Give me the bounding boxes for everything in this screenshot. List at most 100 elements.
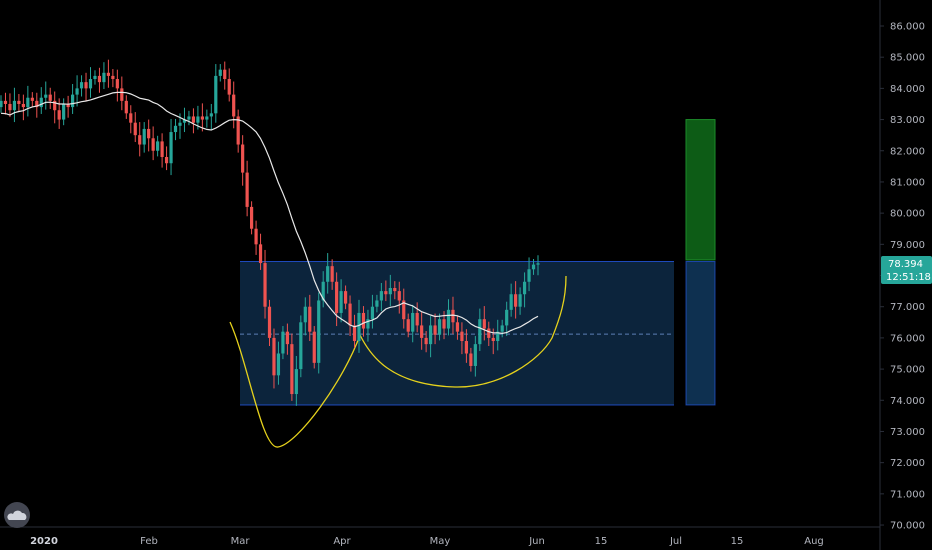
candle-body xyxy=(505,309,509,326)
candle-body xyxy=(343,291,348,304)
candle-body xyxy=(232,94,236,117)
candle-body xyxy=(509,294,513,310)
candle-body xyxy=(236,116,240,145)
x-tick-label: Mar xyxy=(231,536,251,547)
y-tick-label: 83.000 xyxy=(890,115,925,126)
candle-body xyxy=(115,79,119,89)
candle-body xyxy=(366,319,370,329)
candle-body xyxy=(84,82,88,89)
candle-body xyxy=(455,322,460,332)
candle-body xyxy=(173,125,178,133)
candle-body xyxy=(397,291,401,301)
candle-body xyxy=(522,281,527,295)
y-axis-ticks: 86.000 85.000 84.000 83.000 82.000 81.000 80.0… xyxy=(880,22,925,532)
candle-body xyxy=(384,291,388,295)
candle-body xyxy=(187,116,191,120)
candle-body xyxy=(62,103,66,120)
y-tick-label: 81.000 xyxy=(890,177,925,188)
candle-body xyxy=(491,337,495,342)
candle-body xyxy=(205,116,209,120)
candle-body xyxy=(71,94,75,108)
candle-body xyxy=(415,312,419,326)
cup-pattern-layer xyxy=(229,275,567,448)
candle-body xyxy=(420,325,424,338)
x-tick-label: Jul xyxy=(669,536,682,547)
candle-body xyxy=(88,79,93,89)
x-tick-label: Feb xyxy=(140,536,158,547)
candle-body xyxy=(147,128,151,139)
y-tick-label: 80.000 xyxy=(890,209,925,220)
candle-body xyxy=(357,312,361,342)
candle-body xyxy=(30,97,34,101)
candle-body xyxy=(26,97,30,108)
candle-body xyxy=(106,72,110,76)
last-price-tag: 78.394 12:51:18 xyxy=(881,256,932,284)
candle-body xyxy=(388,287,392,295)
target-profit-bar[interactable] xyxy=(685,119,716,261)
candle-body xyxy=(361,312,366,329)
candle-body xyxy=(227,79,231,95)
candle-body xyxy=(482,319,486,329)
candle-body xyxy=(451,309,455,323)
candle-body xyxy=(514,294,518,307)
candle-body xyxy=(102,72,106,83)
y-tick-label: 79.000 xyxy=(890,240,925,251)
candle-body xyxy=(138,135,142,145)
candle-body xyxy=(411,312,415,332)
candle-body xyxy=(254,228,258,245)
y-tick-label: 77.000 xyxy=(890,302,925,313)
candle-body xyxy=(285,331,289,345)
candle-body xyxy=(8,103,12,111)
candle-body xyxy=(53,100,57,111)
candle-body xyxy=(75,88,79,95)
y-tick-label: 85.000 xyxy=(890,53,925,64)
candle-body xyxy=(129,113,133,123)
candle-body xyxy=(500,325,504,332)
candle-body xyxy=(303,306,307,323)
candle-body xyxy=(473,344,477,366)
candle-body xyxy=(464,341,468,354)
y-tick-label: 73.000 xyxy=(890,427,925,438)
tradingview-logo[interactable] xyxy=(4,502,30,528)
candle-body xyxy=(21,103,25,108)
candle-body xyxy=(57,110,61,120)
candle-body xyxy=(218,69,222,76)
candle-body xyxy=(142,128,146,145)
candle-body xyxy=(536,263,540,265)
last-price-tag-bg xyxy=(881,256,932,284)
candle-body xyxy=(518,294,522,307)
y-tick-label: 84.000 xyxy=(890,84,925,95)
candle-body xyxy=(446,309,451,329)
candle-body xyxy=(66,103,70,108)
candle-body xyxy=(487,328,491,338)
candle-body xyxy=(223,69,227,80)
candle-body xyxy=(317,300,321,363)
candle-body xyxy=(124,100,128,114)
candle-body xyxy=(39,97,43,108)
y-tick-label: 74.000 xyxy=(890,396,925,407)
candle-body xyxy=(379,291,383,301)
candle-body xyxy=(272,337,276,376)
candle-body xyxy=(460,331,464,342)
candle-body xyxy=(182,119,187,123)
cup-and-handle-curve xyxy=(229,275,567,448)
candle-body xyxy=(241,144,245,173)
candle-body xyxy=(191,116,196,123)
candle-body xyxy=(335,281,339,313)
candle-body xyxy=(433,325,437,335)
candle-body xyxy=(35,100,39,108)
candle-body xyxy=(469,353,473,366)
candle-body xyxy=(527,269,531,282)
candle-body xyxy=(478,319,482,345)
y-tick-label: 72.000 xyxy=(890,458,925,469)
candle-body xyxy=(250,206,254,229)
candle-body xyxy=(370,306,375,320)
y-tick-label: 76.000 xyxy=(890,333,925,344)
target-range-bar[interactable] xyxy=(685,260,716,406)
x-tick-label: May xyxy=(430,536,451,547)
candle-body xyxy=(290,344,294,395)
candle-body xyxy=(200,116,204,120)
candle-body xyxy=(330,266,334,282)
candle-body xyxy=(156,141,160,151)
